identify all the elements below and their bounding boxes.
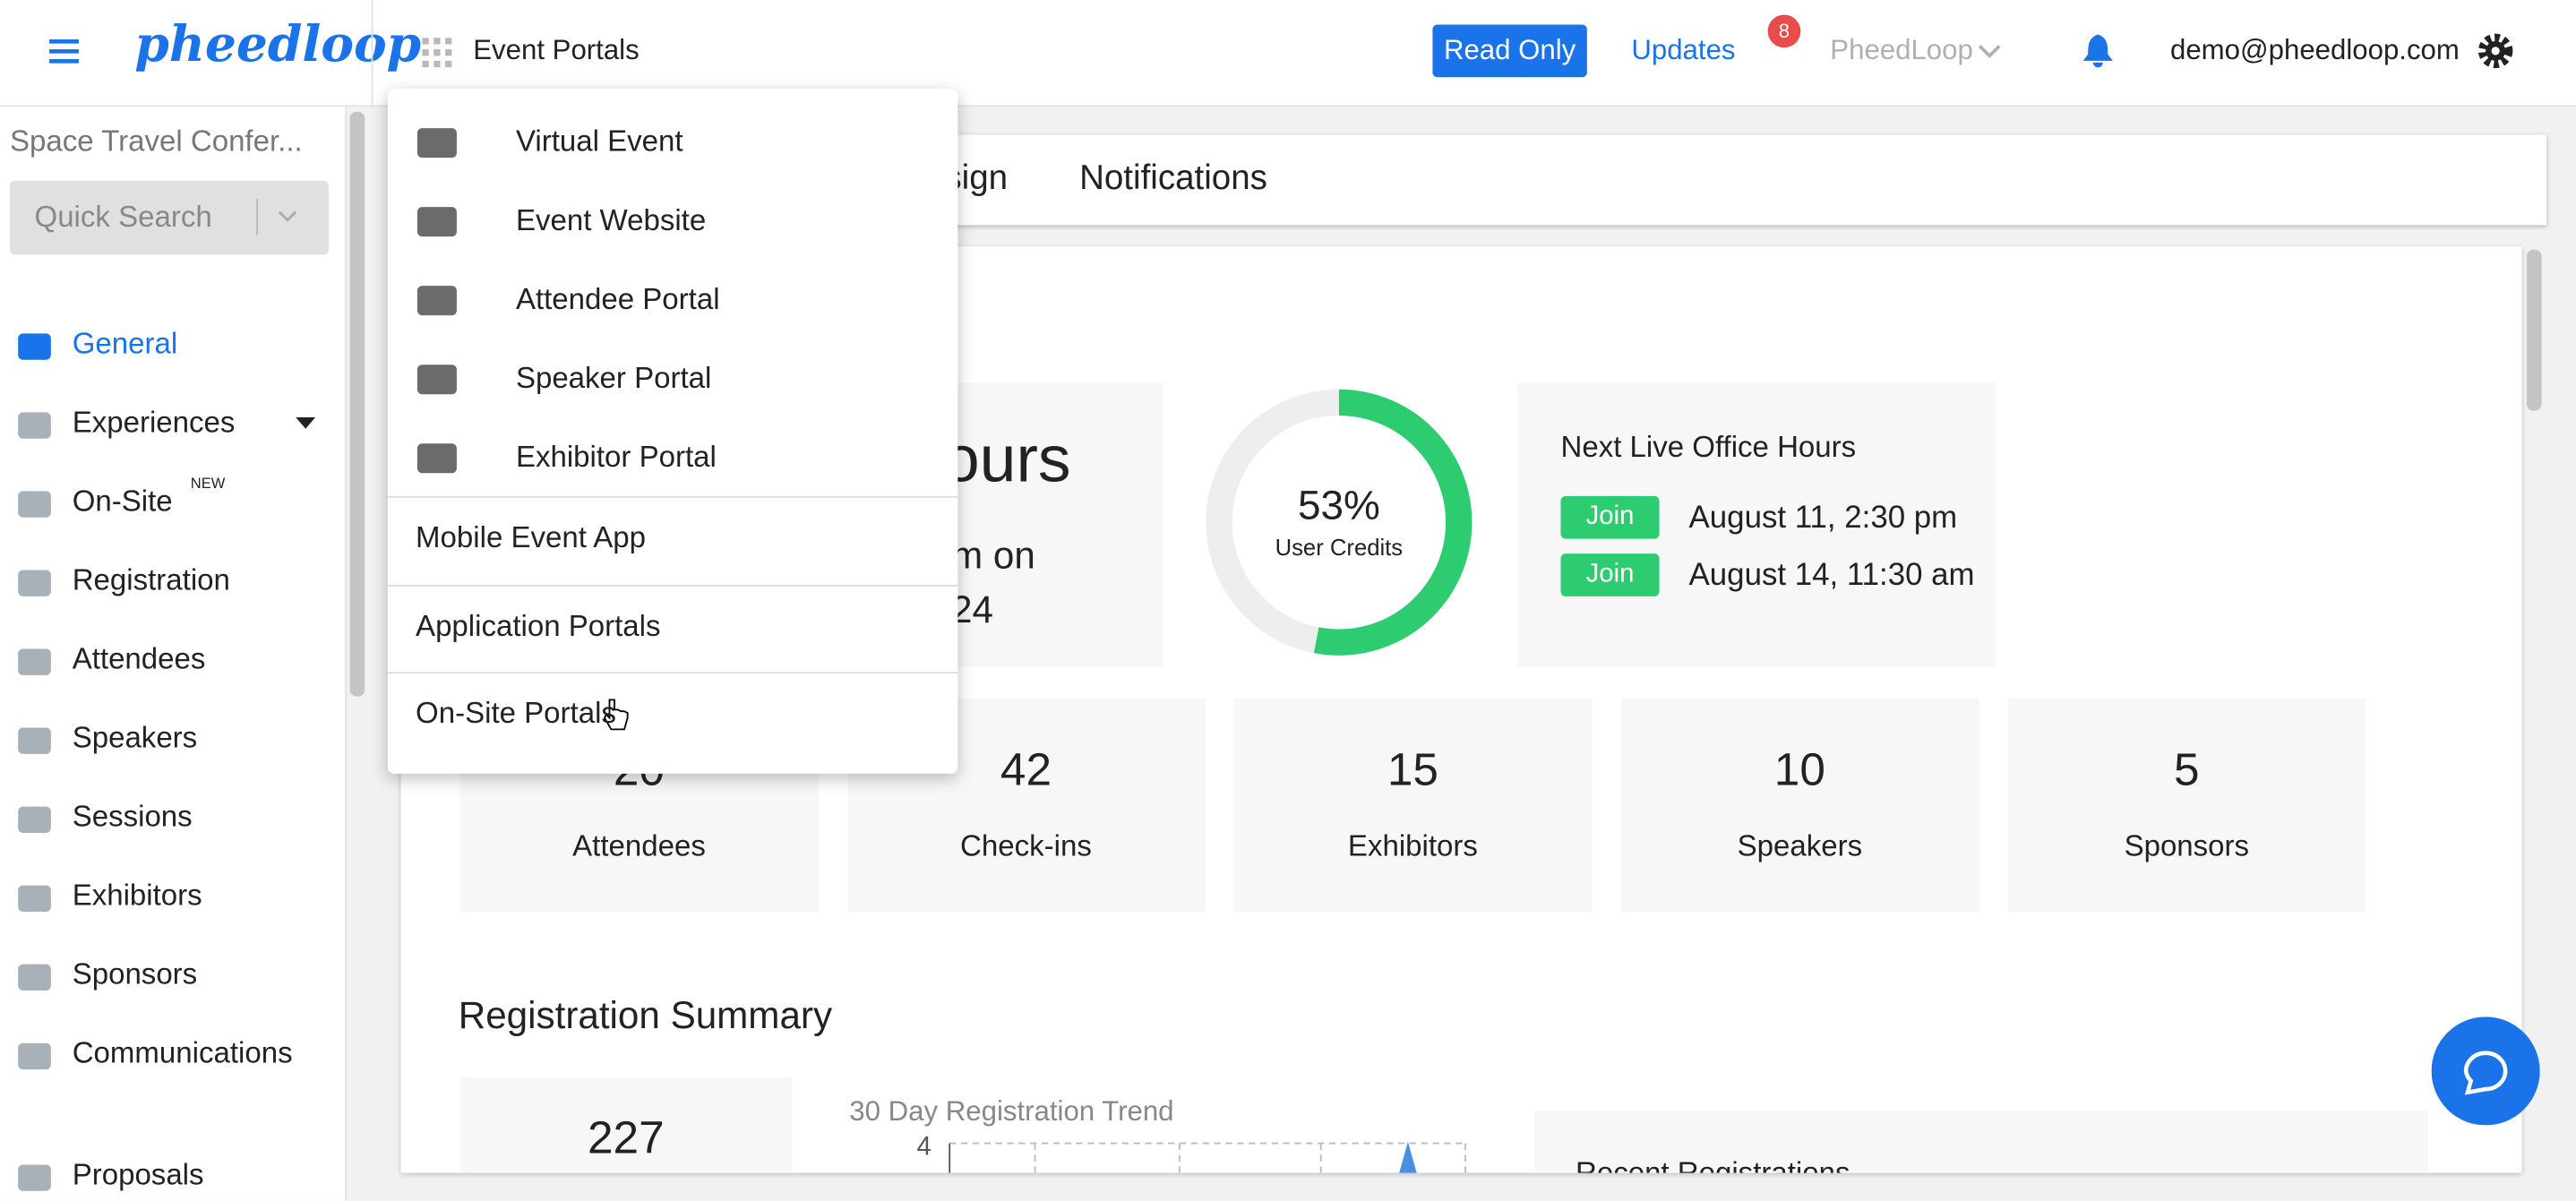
dropdown-item[interactable]: Mobile Event App (416, 520, 647, 554)
nav-icon (18, 412, 51, 439)
hours-title: ours (942, 424, 1071, 496)
portals-dropdown (387, 89, 958, 774)
logo[interactable]: pheedloop (134, 16, 422, 74)
nav-item[interactable]: Experiences (72, 406, 236, 439)
stat-label: Exhibitors (1347, 829, 1478, 862)
dropdown-item[interactable]: Application Portals (416, 608, 661, 642)
trend-title: 30 Day Registration Trend (849, 1095, 1174, 1128)
nav-icon (18, 570, 51, 596)
divider (387, 584, 958, 586)
grid-icon (422, 38, 452, 68)
chevron (278, 210, 297, 222)
org-switcher[interactable]: PheedLoop (1830, 34, 1973, 66)
quick-search[interactable] (10, 180, 329, 255)
divider (387, 672, 958, 674)
nav-item[interactable]: Sessions (72, 800, 193, 833)
stat-value: 5 (2174, 743, 2200, 795)
trend-chart (949, 1141, 1467, 1173)
office-hours-title: Next Live Office Hours (1560, 430, 1857, 464)
nav-item[interactable]: General (72, 327, 178, 360)
section-title: Registration Summary (458, 993, 833, 1037)
recent-card (1534, 1110, 2428, 1173)
dropdown-item[interactable]: Speaker Portal (515, 361, 712, 395)
user-email[interactable]: demo@pheedloop.com (2169, 34, 2460, 66)
stat-value: 15 (1387, 743, 1438, 795)
quick-search-placeholder: Quick Search (34, 200, 212, 234)
dropdown-item[interactable]: Virtual Event (515, 124, 683, 159)
dropdown-item[interactable]: On-Site Portals (416, 696, 616, 730)
nav-item[interactable]: Speakers (72, 721, 198, 754)
cursor (603, 699, 629, 731)
menu-icon[interactable] (49, 38, 82, 64)
nav-icon (18, 648, 51, 675)
join-button[interactable]: Join (1560, 553, 1660, 596)
credits-donut: 53% User Credits (1206, 389, 1473, 656)
nav-item[interactable]: Proposals (72, 1158, 204, 1191)
dropdown-item[interactable]: Event Website (515, 203, 707, 237)
session-time: August 14, 11:30 am (1688, 558, 1975, 594)
sidebar-scrollbar (349, 111, 365, 697)
nav-icon (18, 885, 51, 912)
nav-icon (18, 1042, 51, 1070)
stat-label: Attendees (572, 829, 706, 862)
sidebar (0, 107, 348, 1201)
recent-title: Recent Registrations (1576, 1156, 1850, 1172)
stat-label: Speakers (1737, 829, 1863, 862)
stat-label: Check-ins (960, 829, 1092, 862)
nav-item[interactable]: Registration (72, 563, 230, 596)
portals-menu[interactable]: Event Portals (473, 34, 640, 66)
nav-item[interactable]: Sponsors (72, 957, 198, 991)
total-card (459, 1077, 793, 1173)
portal-icon (416, 443, 457, 474)
nav-icon (18, 806, 51, 833)
stat-value: 42 (1000, 743, 1052, 795)
updates-link[interactable]: Updates (1631, 34, 1736, 66)
nav-icon (18, 491, 51, 518)
hours-text: m on (951, 534, 1035, 577)
new-tag: NEW (190, 475, 226, 492)
credits-caption: User Credits (1275, 536, 1404, 561)
settings-icon[interactable] (2477, 33, 2513, 69)
nav-item[interactable]: Exhibitors (72, 879, 202, 912)
divider (256, 198, 258, 236)
portal-icon (416, 286, 457, 316)
stat-card: 15 Exhibitors (1233, 698, 1593, 912)
divider (371, 0, 374, 106)
session-time: August 11, 2:30 pm (1688, 501, 1958, 536)
expand-icon (296, 416, 316, 429)
portal-icon (416, 207, 457, 237)
chevron (1978, 45, 2001, 58)
tab[interactable]: Notifications (1079, 159, 1267, 198)
updates-badge: 8 (1767, 14, 1801, 48)
hours-text: 24 (951, 588, 993, 631)
read-only-button[interactable]: Read Only (1432, 24, 1587, 78)
portal-icon (416, 128, 457, 159)
stat-value: 10 (1773, 743, 1825, 795)
stat-label: Sponsors (2124, 829, 2250, 862)
nav-icon (18, 727, 51, 754)
bell-icon[interactable] (2082, 33, 2115, 69)
chat-button[interactable] (2431, 1017, 2540, 1126)
nav-item[interactable]: Communications (72, 1036, 293, 1070)
nav-item[interactable]: Attendees (72, 642, 206, 675)
nav-icon (18, 333, 51, 360)
total-registrations: 227 (587, 1111, 665, 1163)
credits-value: 53% (1298, 482, 1380, 528)
content-scrollbar (2526, 249, 2542, 411)
stat-card: 5 Sponsors (2007, 698, 2366, 912)
portal-icon (416, 365, 457, 395)
event-name: Space Travel Confer... (10, 124, 303, 159)
trend-tick-label: 4 (916, 1133, 932, 1162)
divider (387, 495, 958, 498)
stat-card: 10 Speakers (1620, 698, 1979, 912)
dropdown-item[interactable]: Exhibitor Portal (515, 440, 717, 474)
nav-item[interactable]: On-Site (72, 485, 173, 518)
donut-arc (1206, 389, 1473, 656)
dropdown-item[interactable]: Attendee Portal (515, 282, 720, 316)
join-button[interactable]: Join (1560, 495, 1660, 539)
nav-icon (18, 964, 51, 991)
nav-icon (18, 1164, 51, 1191)
